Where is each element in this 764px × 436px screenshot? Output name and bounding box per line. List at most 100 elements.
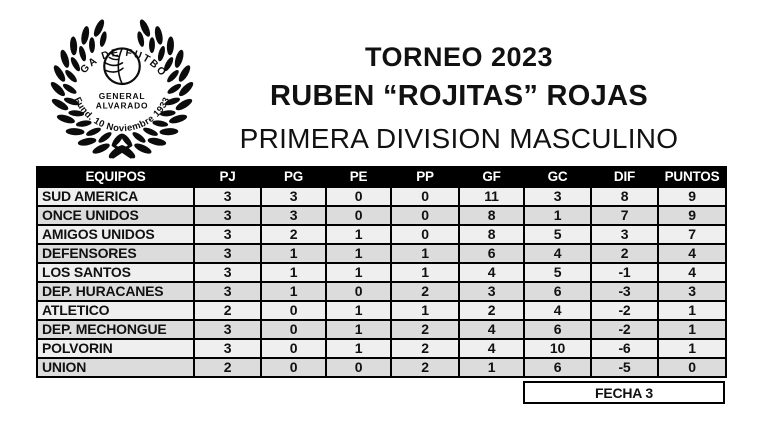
stat-cell: -3: [590, 281, 659, 302]
stat-cell: 1: [523, 205, 592, 226]
fecha-label: FECHA 3: [595, 384, 653, 401]
stat-cell: 1: [390, 262, 460, 283]
stat-cell: 4: [458, 319, 525, 340]
stat-cell: 1: [325, 338, 392, 359]
stat-cell: 0: [260, 338, 327, 359]
stat-cell: 2: [458, 300, 525, 321]
stat-cell: 3: [193, 205, 262, 226]
stat-cell: 1: [325, 300, 392, 321]
stat-cell: 1: [657, 300, 727, 321]
stat-cell: 3: [193, 224, 262, 245]
stat-cell: 9: [657, 186, 727, 207]
stat-cell: 1: [260, 262, 327, 283]
column-header-equipos: EQUIPOS: [36, 166, 195, 188]
logo-center-line2: ALVARADO: [96, 101, 149, 111]
stat-cell: 1: [657, 319, 727, 340]
stat-cell: 4: [523, 300, 592, 321]
stat-cell: -6: [590, 338, 659, 359]
stat-cell: 3: [193, 186, 262, 207]
column-header-pj: PJ: [193, 166, 262, 188]
team-name-cell: ONCE UNIDOS: [36, 205, 195, 226]
stat-cell: -1: [590, 262, 659, 283]
stat-cell: 4: [458, 262, 525, 283]
stat-cell: 6: [458, 243, 525, 264]
stat-cell: 7: [657, 224, 727, 245]
table-row: DEP. HURACANES 3 1 0 2 3 6 -3 3: [36, 281, 727, 302]
division-title: PRIMERA DIVISION MASCULINO: [239, 123, 679, 154]
team-name-cell: UNION: [36, 357, 195, 378]
tournament-title: TORNEO 2023: [364, 42, 554, 72]
team-name-cell: ATLETICO: [36, 300, 195, 321]
column-header-gf: GF: [458, 166, 525, 188]
stat-cell: 8: [458, 205, 525, 226]
header-titles: TORNEO 2023 RUBEN “ROJITAS” ROJAS PRIMER…: [193, 0, 725, 160]
stat-cell: 0: [390, 205, 460, 226]
stat-cell: 0: [390, 186, 460, 207]
stat-cell: 0: [325, 281, 392, 302]
table-row: ONCE UNIDOS 3 3 0 0 8 1 7 9: [36, 205, 727, 226]
stat-cell: 3: [193, 262, 262, 283]
honoree-title: RUBEN “ROJITAS” ROJAS: [270, 80, 648, 112]
stat-cell: 2: [390, 338, 460, 359]
stat-cell: 8: [458, 224, 525, 245]
stat-cell: 4: [458, 338, 525, 359]
stat-cell: 2: [390, 319, 460, 340]
stat-cell: 0: [325, 186, 392, 207]
standings-body: SUD AMERICA 3 3 0 0 11 3 8 9 ONCE UNIDOS 3 3 0 0 8 1 7 9 A…: [36, 186, 727, 378]
stat-cell: 4: [657, 262, 727, 283]
stat-cell: 0: [260, 319, 327, 340]
stat-cell: 3: [260, 186, 327, 207]
stat-cell: 1: [458, 357, 525, 378]
stat-cell: 1: [325, 243, 392, 264]
stat-cell: 0: [390, 224, 460, 245]
table-row: AMIGOS UNIDOS 3 2 1 0 8 5 3 7: [36, 224, 727, 245]
stat-cell: 8: [590, 186, 659, 207]
team-name-cell: POLVORIN: [36, 338, 195, 359]
team-name-cell: DEP. MECHONGUE: [36, 319, 195, 340]
team-name-cell: SUD AMERICA: [36, 186, 195, 207]
standings-table: EQUIPOS PJ PG PE PP GF GC DIF PUNTOS SUD AMERICA…: [36, 166, 727, 378]
stat-cell: 2: [260, 224, 327, 245]
stat-cell: 3: [590, 224, 659, 245]
team-name-cell: DEFENSORES: [36, 243, 195, 264]
stat-cell: 0: [260, 300, 327, 321]
table-row: LOS SANTOS 3 1 1 1 4 5 -1 4: [36, 262, 727, 283]
table-row: UNION 2 0 0 2 1 6 -5 0: [36, 357, 727, 378]
stat-cell: 1: [325, 262, 392, 283]
stat-cell: 2: [390, 357, 460, 378]
team-name-cell: LOS SANTOS: [36, 262, 195, 283]
column-header-dif: DIF: [590, 166, 659, 188]
ball-icon: [103, 47, 141, 86]
liga-logo: LIGA DE FUTBOL GENERAL ALVARADO Fund. 10…: [44, 0, 196, 162]
table-row: DEFENSORES 3 1 1 1 6 4 2 4: [36, 243, 727, 264]
stat-cell: 5: [523, 262, 592, 283]
fecha-box: FECHA 3: [523, 381, 725, 404]
stat-cell: 1: [260, 281, 327, 302]
stat-cell: 0: [325, 205, 392, 226]
standings-header-row: EQUIPOS PJ PG PE PP GF GC DIF PUNTOS: [36, 166, 727, 188]
stat-cell: 1: [260, 243, 327, 264]
stat-cell: 6: [523, 319, 592, 340]
stat-cell: 0: [260, 357, 327, 378]
table-row: POLVORIN 3 0 1 2 4 10 -6 1: [36, 338, 727, 359]
stat-cell: -2: [590, 319, 659, 340]
column-header-pe: PE: [325, 166, 392, 188]
stat-cell: 1: [390, 243, 460, 264]
team-name-cell: AMIGOS UNIDOS: [36, 224, 195, 245]
column-header-pp: PP: [390, 166, 460, 188]
stat-cell: 4: [657, 243, 727, 264]
stat-cell: 3: [458, 281, 525, 302]
laurel-wreath-icon: [48, 16, 196, 162]
liga-logo-graphic: LIGA DE FUTBOL GENERAL ALVARADO Fund. 10…: [44, 0, 196, 162]
stat-cell: 1: [325, 224, 392, 245]
stat-cell: 0: [657, 357, 727, 378]
stat-cell: 1: [390, 300, 460, 321]
stat-cell: -2: [590, 300, 659, 321]
table-row: DEP. MECHONGUE 3 0 1 2 4 6 -2 1: [36, 319, 727, 340]
stat-cell: 1: [325, 319, 392, 340]
stat-cell: 3: [193, 243, 262, 264]
stat-cell: 11: [458, 186, 525, 207]
stat-cell: 7: [590, 205, 659, 226]
stat-cell: 6: [523, 281, 592, 302]
